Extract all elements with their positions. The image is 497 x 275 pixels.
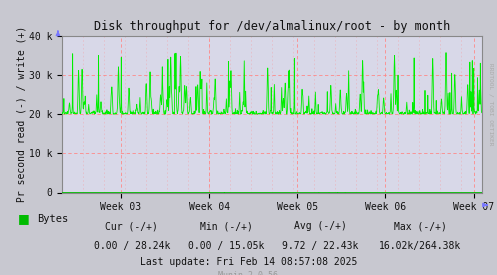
Text: Min (-/+): Min (-/+) (200, 221, 252, 231)
Text: Last update: Fri Feb 14 08:57:08 2025: Last update: Fri Feb 14 08:57:08 2025 (140, 257, 357, 267)
Text: Max (-/+): Max (-/+) (394, 221, 446, 231)
Text: 0.00 / 28.24k: 0.00 / 28.24k (93, 241, 170, 251)
Text: Cur (-/+): Cur (-/+) (105, 221, 158, 231)
Text: 16.02k/264.38k: 16.02k/264.38k (379, 241, 461, 251)
Text: 9.72 / 22.43k: 9.72 / 22.43k (282, 241, 359, 251)
Text: 0.00 / 15.05k: 0.00 / 15.05k (188, 241, 264, 251)
Text: ■: ■ (17, 212, 29, 225)
Title: Disk throughput for /dev/almalinux/root - by month: Disk throughput for /dev/almalinux/root … (94, 20, 450, 33)
Text: Munin 2.0.56: Munin 2.0.56 (219, 271, 278, 275)
Text: Bytes: Bytes (37, 214, 69, 224)
Text: Avg (-/+): Avg (-/+) (294, 221, 347, 231)
Text: RRDTOOL / TOBI OETIKER: RRDTOOL / TOBI OETIKER (489, 63, 494, 146)
Y-axis label: Pr second read (-) / write (+): Pr second read (-) / write (+) (16, 26, 26, 202)
